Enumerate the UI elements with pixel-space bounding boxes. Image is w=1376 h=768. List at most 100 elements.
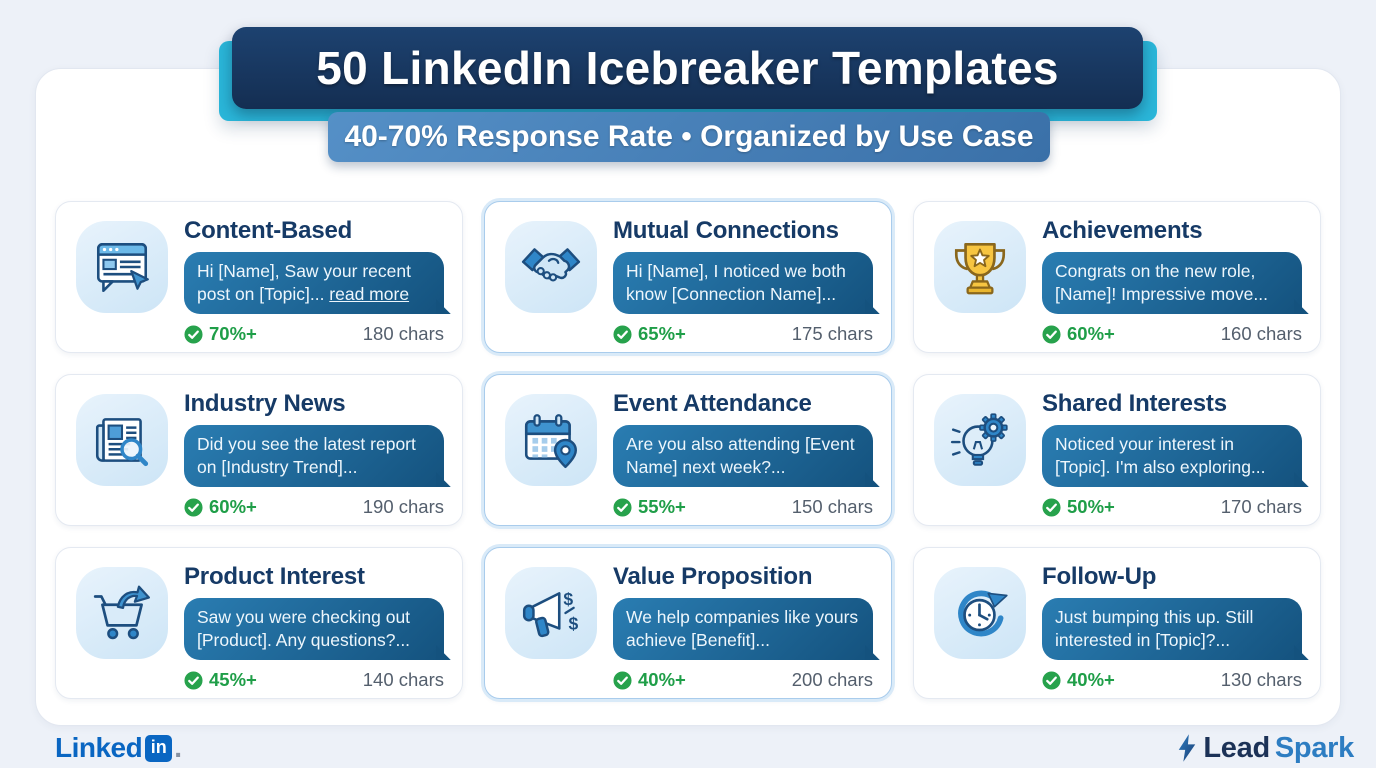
card-meta: 55%+ 150 chars	[613, 496, 873, 518]
response-rate: 70%+	[184, 323, 257, 345]
template-card: Industry News Did you see the latest rep…	[55, 374, 463, 526]
message-bubble: Hi [Name], Saw your recent post on [Topi…	[184, 252, 444, 315]
template-card: Follow-Up Just bumping this up. Still in…	[913, 547, 1321, 699]
cart-arrow-icon	[76, 567, 168, 659]
check-icon	[613, 325, 632, 344]
response-rate-value: 40%+	[638, 669, 686, 691]
message-text: Are you also attending [Event Name] next…	[626, 434, 855, 478]
check-icon	[184, 671, 203, 690]
message-text: Saw you were checking out [Product]. Any…	[197, 607, 411, 651]
linkedin-logo: Linked in .	[55, 732, 182, 764]
message-bubble: We help companies like yours achieve [Be…	[613, 598, 873, 661]
check-icon	[184, 325, 203, 344]
template-card: Shared Interests Noticed your interest i…	[913, 374, 1321, 526]
brand-spark: Spark	[1274, 731, 1354, 764]
svg-text:$: $	[563, 589, 573, 609]
svg-text:$: $	[569, 614, 579, 634]
response-rate-value: 65%+	[638, 323, 686, 345]
char-count: 190 chars	[362, 496, 444, 518]
message-bubble: Congrats on the new role, [Name]! Impres…	[1042, 252, 1302, 315]
linkedin-dot: .	[174, 732, 183, 763]
check-icon	[613, 671, 632, 690]
response-rate: 40%+	[613, 669, 686, 691]
template-card: Achievements Congrats on the new role, […	[913, 201, 1321, 353]
linkedin-badge-icon: in	[145, 734, 173, 762]
footer: Linked in . Lead Spark	[55, 730, 1354, 766]
message-bubble: Noticed your interest in [Topic]. I'm al…	[1042, 425, 1302, 488]
card-meta: 60%+ 190 chars	[184, 496, 444, 518]
response-rate-value: 55%+	[638, 496, 686, 518]
message-text: Hi [Name], Saw your recent post on [Topi…	[197, 261, 411, 305]
char-count: 180 chars	[362, 323, 444, 345]
check-icon	[613, 498, 632, 517]
response-rate: 45%+	[184, 669, 257, 691]
lightbulb-gear-icon	[934, 394, 1026, 486]
newspaper-search-icon	[76, 394, 168, 486]
check-icon	[1042, 325, 1061, 344]
card-meta: 45%+ 140 chars	[184, 669, 444, 691]
card-meta: 65%+ 175 chars	[613, 323, 873, 345]
cards-grid: Content-Based Hi [Name], Saw your recent…	[55, 201, 1321, 699]
char-count: 170 chars	[1220, 496, 1302, 518]
card-meta: 40%+ 130 chars	[1042, 669, 1302, 691]
response-rate: 65%+	[613, 323, 686, 345]
card-meta: 40%+ 200 chars	[613, 669, 873, 691]
template-card: Event Attendance Are you also attending …	[484, 374, 892, 526]
card-title: Shared Interests	[1042, 390, 1227, 417]
browser-cursor-icon	[76, 221, 168, 313]
header-banner: 50 LinkedIn Icebreaker Templates	[232, 27, 1143, 109]
megaphone-dollar-icon: $ $	[505, 567, 597, 659]
leadspark-logo: Lead Spark	[1176, 732, 1354, 765]
read-more-link[interactable]: read more	[329, 284, 410, 305]
card-title: Value Proposition	[613, 563, 813, 590]
handshake-icon	[505, 221, 597, 313]
brand-lead: Lead	[1203, 731, 1270, 764]
char-count: 130 chars	[1220, 669, 1302, 691]
message-bubble: Just bumping this up. Still interested i…	[1042, 598, 1302, 661]
card-title: Follow-Up	[1042, 563, 1157, 590]
card-title: Event Attendance	[613, 390, 812, 417]
message-bubble: Are you also attending [Event Name] next…	[613, 425, 873, 488]
response-rate-value: 40%+	[1067, 669, 1115, 691]
lightning-bolt-icon	[1179, 734, 1196, 762]
card-title: Achievements	[1042, 217, 1203, 244]
char-count: 200 chars	[791, 669, 873, 691]
message-text: Just bumping this up. Still interested i…	[1055, 607, 1254, 651]
card-meta: 50%+ 170 chars	[1042, 496, 1302, 518]
response-rate-value: 70%+	[209, 323, 257, 345]
response-rate-value: 50%+	[1067, 496, 1115, 518]
linkedin-wordmark: Linked	[55, 732, 143, 763]
response-rate-value: 60%+	[209, 496, 257, 518]
header-subtitle: 40-70% Response Rate • Organized by Use …	[328, 112, 1050, 162]
card-title: Mutual Connections	[613, 217, 839, 244]
char-count: 140 chars	[362, 669, 444, 691]
response-rate: 40%+	[1042, 669, 1115, 691]
response-rate-value: 45%+	[209, 669, 257, 691]
message-text: Congrats on the new role, [Name]! Impres…	[1055, 261, 1268, 305]
response-rate: 60%+	[184, 496, 257, 518]
response-rate: 50%+	[1042, 496, 1115, 518]
check-icon	[184, 498, 203, 517]
template-card: Content-Based Hi [Name], Saw your recent…	[55, 201, 463, 353]
message-text: Did you see the latest report on [Indust…	[197, 434, 416, 478]
page-title: 50 LinkedIn Icebreaker Templates	[316, 42, 1059, 94]
card-title: Product Interest	[184, 563, 365, 590]
card-title: Industry News	[184, 390, 346, 417]
response-rate: 55%+	[613, 496, 686, 518]
clock-refresh-icon	[934, 567, 1026, 659]
card-meta: 70%+ 180 chars	[184, 323, 444, 345]
card-title: Content-Based	[184, 217, 353, 244]
check-icon	[1042, 671, 1061, 690]
trophy-icon	[934, 221, 1026, 313]
char-count: 175 chars	[791, 323, 873, 345]
response-rate-value: 60%+	[1067, 323, 1115, 345]
template-card: Product Interest Saw you were checking o…	[55, 547, 463, 699]
message-bubble: Did you see the latest report on [Indust…	[184, 425, 444, 488]
char-count: 150 chars	[791, 496, 873, 518]
message-text: Noticed your interest in [Topic]. I'm al…	[1055, 434, 1266, 478]
message-text: Hi [Name], I noticed we both know [Conne…	[626, 261, 846, 305]
template-card: Mutual Connections Hi [Name], I noticed …	[484, 201, 892, 353]
check-icon	[1042, 498, 1061, 517]
response-rate: 60%+	[1042, 323, 1115, 345]
calendar-pin-icon	[505, 394, 597, 486]
